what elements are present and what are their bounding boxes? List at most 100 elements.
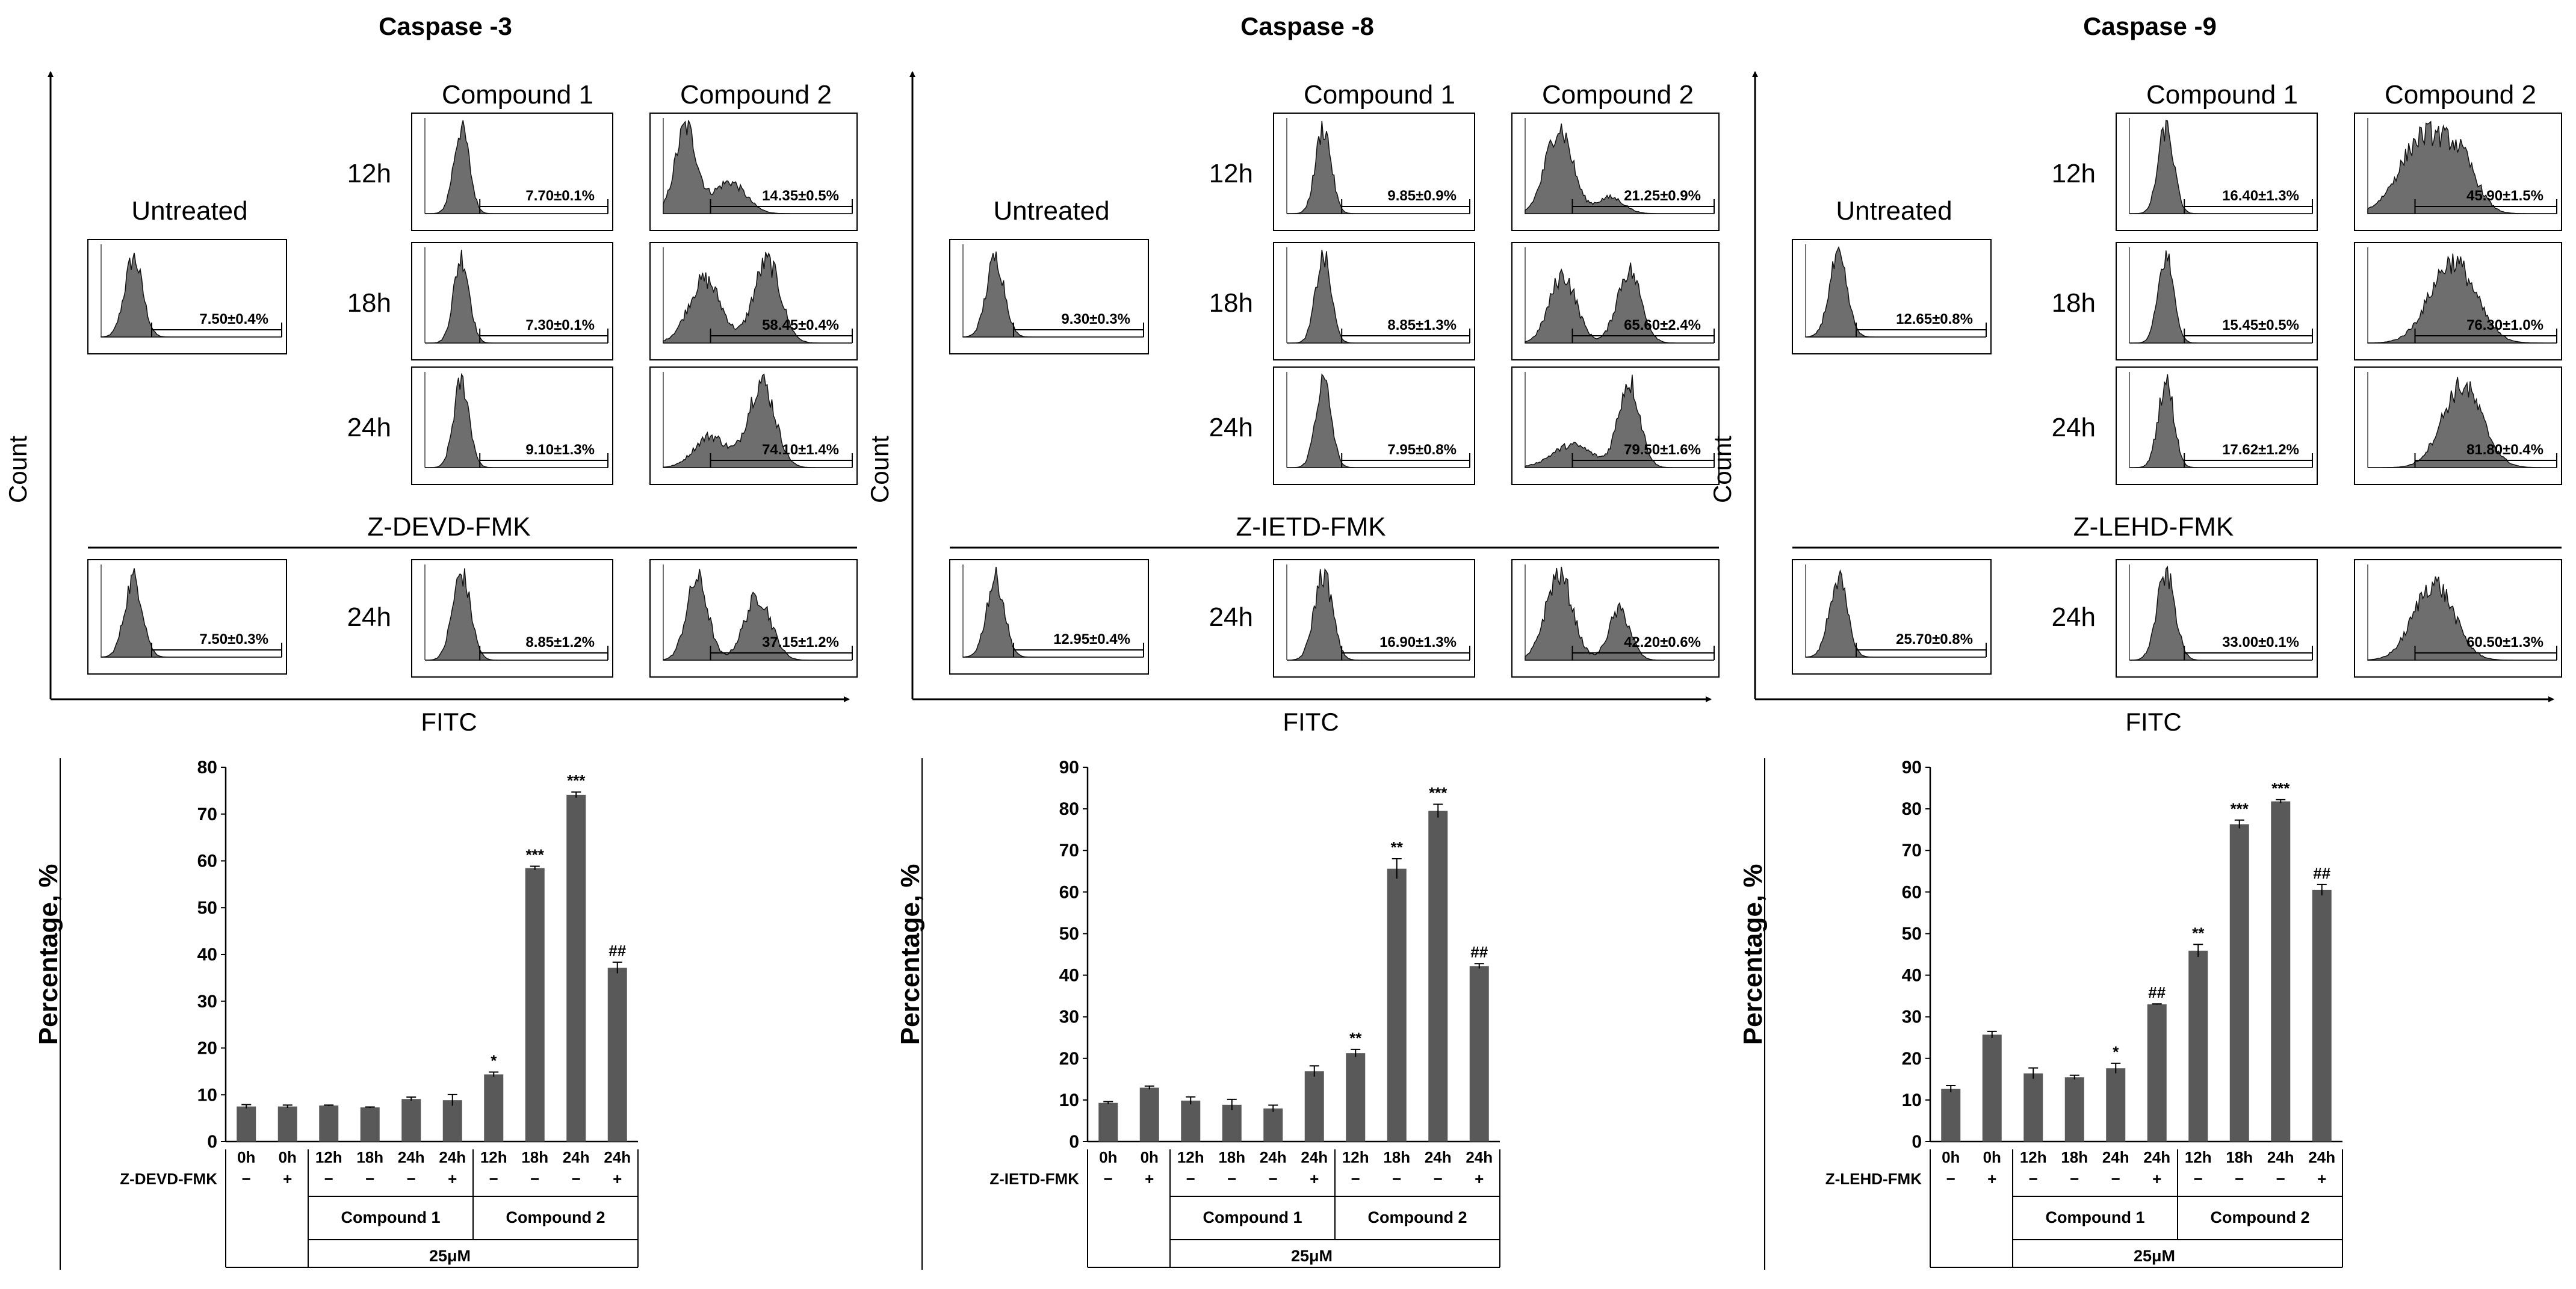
- gate-percentage: 7.30±0.1%: [525, 317, 595, 333]
- significance-label: **: [1391, 838, 1404, 856]
- inhibitor-sign: −: [1351, 1170, 1360, 1188]
- y-tick-label: 90: [1902, 758, 1922, 777]
- inhibitor-sign: −: [1392, 1170, 1401, 1188]
- histogram-curve: [1525, 262, 1714, 344]
- time-label: 12h: [2052, 159, 2096, 188]
- concentration-label: 25μM: [1291, 1247, 1333, 1265]
- significance-label: **: [1349, 1029, 1362, 1047]
- histogram-curve: [425, 372, 608, 468]
- bar: [2147, 1004, 2167, 1142]
- gate-percentage: 33.00±0.1%: [2222, 634, 2299, 651]
- category-label: 12h: [1177, 1148, 1204, 1166]
- gate-percentage: 7.50±0.3%: [199, 631, 268, 648]
- inhibitor-label: Z-DEVD-FMK: [367, 512, 530, 542]
- y-tick-label: 40: [1902, 966, 1922, 986]
- gate-percentage: 21.25±0.9%: [1624, 188, 1701, 204]
- bar: [1304, 1071, 1324, 1142]
- bar: [484, 1074, 504, 1142]
- histogram-inhibitor-compound2: 37.15±1.2%: [649, 559, 858, 678]
- count-axis-label: Count: [4, 436, 32, 503]
- gate-percentage: 76.30±1.0%: [2466, 317, 2543, 333]
- significance-label: ##: [2148, 983, 2166, 1001]
- category-label: 12h: [2020, 1148, 2047, 1166]
- histogram-curve: [663, 252, 852, 344]
- y-tick-label: 10: [197, 1085, 217, 1105]
- inhibitor-sign: −: [1269, 1170, 1278, 1188]
- category-label: 24h: [2143, 1148, 2170, 1166]
- group-label: Compound 2: [506, 1208, 605, 1226]
- histogram-inhibitor-compound1: 8.85±1.2%: [411, 559, 613, 678]
- time-label: 12h: [347, 159, 391, 188]
- compound1-header: Compound 1: [442, 80, 593, 110]
- histogram-compound1: 7.70±0.1%: [411, 113, 613, 231]
- y-tick-label: 60: [1059, 882, 1079, 902]
- inhibitor-sign: −: [530, 1170, 539, 1188]
- histogram-inhibitor-untreated: 25.70±0.8%: [1792, 559, 1992, 675]
- bar: [237, 1106, 256, 1142]
- inhibitor-sign: +: [1475, 1170, 1484, 1188]
- inhibitor-sign: +: [448, 1170, 457, 1188]
- bar: [2271, 801, 2291, 1142]
- bar: [1428, 811, 1448, 1142]
- y-tick-label: 10: [1902, 1090, 1922, 1110]
- histogram-compound1: 7.30±0.1%: [411, 242, 613, 360]
- inhibitor-time-label: 24h: [347, 602, 391, 632]
- histogram-compound2: 74.10±1.4%: [649, 366, 858, 485]
- category-label: 24h: [604, 1148, 631, 1166]
- y-axis-label: Percentage, %: [1738, 864, 1768, 1045]
- histogram-curve: [101, 568, 282, 658]
- histogram-curve: [1287, 249, 1470, 344]
- gate-percentage: 8.85±1.3%: [1387, 317, 1457, 333]
- histogram-curve: [425, 120, 608, 214]
- inhibitor-sign: −: [2194, 1170, 2203, 1188]
- bar: [607, 968, 627, 1142]
- category-label: 18h: [1218, 1148, 1245, 1166]
- time-label: 18h: [2052, 288, 2096, 318]
- histogram-inhibitor-compound2: 60.50±1.3%: [2354, 559, 2562, 678]
- gate-percentage: 8.85±1.2%: [525, 634, 595, 651]
- y-tick-label: 60: [1902, 882, 1922, 902]
- histogram-compound2: 65.60±2.4%: [1511, 242, 1720, 360]
- y-tick-label: 60: [197, 852, 217, 871]
- gate-percentage: 9.30±0.3%: [1061, 311, 1130, 327]
- gate-percentage: 17.62±1.2%: [2222, 442, 2299, 458]
- category-label: 12h: [2185, 1148, 2212, 1166]
- bar: [1181, 1100, 1201, 1142]
- significance-label: ##: [608, 942, 626, 960]
- inhibitor-sign: −: [324, 1170, 333, 1188]
- time-label: 18h: [1209, 288, 1253, 318]
- bar: [566, 794, 586, 1142]
- histogram-curve: [1287, 120, 1470, 214]
- bar: [1098, 1102, 1118, 1142]
- category-label: 24h: [1301, 1148, 1328, 1166]
- histogram-curve: [1286, 568, 1470, 661]
- y-tick-label: 10: [1059, 1090, 1079, 1110]
- inhibitor-row-label: Z-LEHD-FMK: [1825, 1170, 1922, 1188]
- histogram-inhibitor-compound2: 42.20±0.6%: [1511, 559, 1720, 678]
- inhibitor-sign: −: [2111, 1170, 2120, 1188]
- inhibitor-sign: −: [2029, 1170, 2038, 1188]
- category-label: 18h: [2061, 1148, 2088, 1166]
- y-tick-label: 0: [207, 1132, 217, 1152]
- histogram-curve: [1525, 123, 1714, 214]
- significance-label: *: [491, 1052, 497, 1070]
- bar: [277, 1106, 297, 1142]
- histogram-compound1: 8.85±1.3%: [1273, 242, 1475, 360]
- histogram-compound2: 14.35±0.5%: [649, 113, 858, 231]
- histogram-untreated: 12.65±0.8%: [1792, 239, 1992, 354]
- category-label: 0h: [1099, 1148, 1117, 1166]
- y-tick-label: 50: [197, 898, 217, 918]
- y-tick-label: 80: [1059, 799, 1079, 819]
- category-label: 0h: [1983, 1148, 2001, 1166]
- histogram-curve: [962, 251, 1144, 338]
- gate-percentage: 12.65±0.8%: [1896, 311, 1973, 327]
- category-label: 24h: [2102, 1148, 2129, 1166]
- category-label: 18h: [356, 1148, 383, 1166]
- bar-chart-1: Percentage, % 0 10 20 30 40 50 60 70 80 0h − 0h +12h −…: [34, 758, 639, 1270]
- category-label: 24h: [439, 1148, 466, 1166]
- inhibitor-sign: −: [2235, 1170, 2244, 1188]
- histogram-compound1: 15.45±0.5%: [2116, 242, 2318, 360]
- bar: [1982, 1034, 2002, 1142]
- significance-label: ***: [1429, 784, 1447, 802]
